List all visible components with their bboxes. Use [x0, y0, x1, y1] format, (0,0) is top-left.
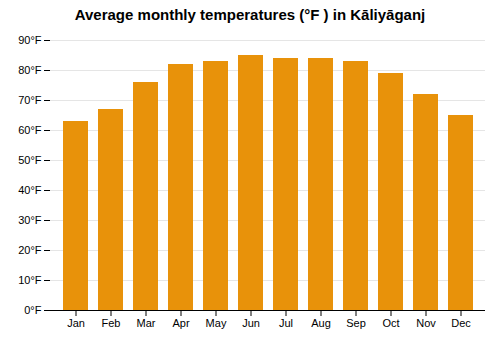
svg-text:Sep: Sep [346, 317, 366, 329]
svg-text:Apr: Apr [172, 317, 189, 329]
svg-text:Jan: Jan [67, 317, 85, 329]
svg-text:20°F: 20°F [18, 244, 42, 256]
svg-text:30°F: 30°F [18, 214, 42, 226]
svg-text:Nov: Nov [416, 317, 436, 329]
svg-text:60°F: 60°F [18, 124, 42, 136]
svg-text:Jul: Jul [279, 317, 293, 329]
svg-text:May: May [206, 317, 227, 329]
svg-text:Dec: Dec [451, 317, 471, 329]
svg-text:40°F: 40°F [18, 184, 42, 196]
svg-text:Jun: Jun [242, 317, 260, 329]
svg-text:50°F: 50°F [18, 154, 42, 166]
svg-text:Oct: Oct [382, 317, 399, 329]
html-text:Average monthly temperatures (: Average monthly temperatures (°F ) in Kā… [74, 6, 426, 23]
svg-text:10°F: 10°F [18, 274, 42, 286]
svg-text:Feb: Feb [102, 317, 121, 329]
svg-text:90°F: 90°F [18, 34, 42, 46]
svg-text:80°F: 80°F [18, 64, 42, 76]
svg-text:0°F: 0°F [24, 304, 42, 316]
svg-text:70°F: 70°F [18, 94, 42, 106]
svg-text:Aug: Aug [311, 317, 331, 329]
svg-text:Mar: Mar [137, 317, 156, 329]
